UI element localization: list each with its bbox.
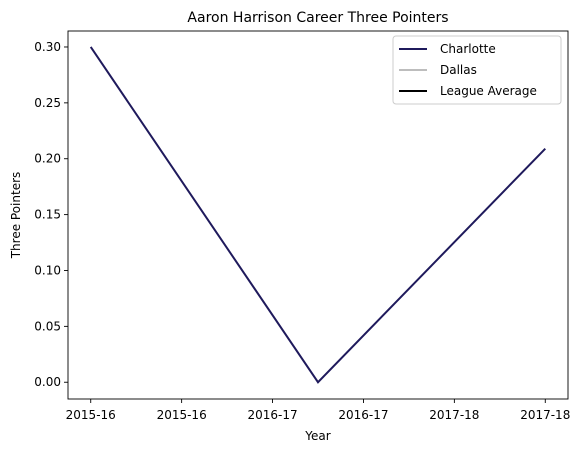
legend-box (392, 35, 562, 105)
legend: Charlotte Dallas League Average (392, 35, 562, 105)
x-axis-label: Year (304, 429, 330, 443)
y-tick-label-5: 0.25 (34, 96, 61, 110)
x-tick-label-4: 2017-18 (429, 408, 479, 422)
y-tick-label-1: 0.05 (34, 319, 61, 333)
legend-label-1: Dallas (440, 63, 477, 77)
y-tick-label-6: 0.30 (34, 40, 61, 54)
y-axis-label: Three Pointers (9, 172, 23, 260)
x-tick-label-5: 2017-18 (520, 408, 570, 422)
legend-label-2: League Average (440, 84, 537, 98)
y-tick-label-3: 0.15 (34, 208, 61, 222)
y-tick-label-0: 0.00 (34, 375, 61, 389)
x-tick-label-2: 2016-17 (247, 408, 297, 422)
y-axis: 0.00 0.05 0.10 0.15 0.20 0.25 0.30 (34, 40, 68, 389)
legend-label-0: Charlotte (440, 42, 496, 56)
series-line-0 (89, 46, 546, 384)
x-tick-label-0: 2015-16 (66, 408, 116, 422)
y-tick-label-4: 0.20 (34, 152, 61, 166)
x-axis: 2015-16 2015-16 2016-17 2016-17 2017-18 2017-… (66, 399, 570, 422)
y-tick-label-2: 0.10 (34, 263, 61, 277)
x-tick-label-3: 2016-17 (338, 408, 388, 422)
plot-series (89, 46, 546, 384)
chart-title: Aaron Harrison Career Three Pointers (187, 10, 448, 26)
x-tick-label-1: 2015-16 (157, 408, 207, 422)
